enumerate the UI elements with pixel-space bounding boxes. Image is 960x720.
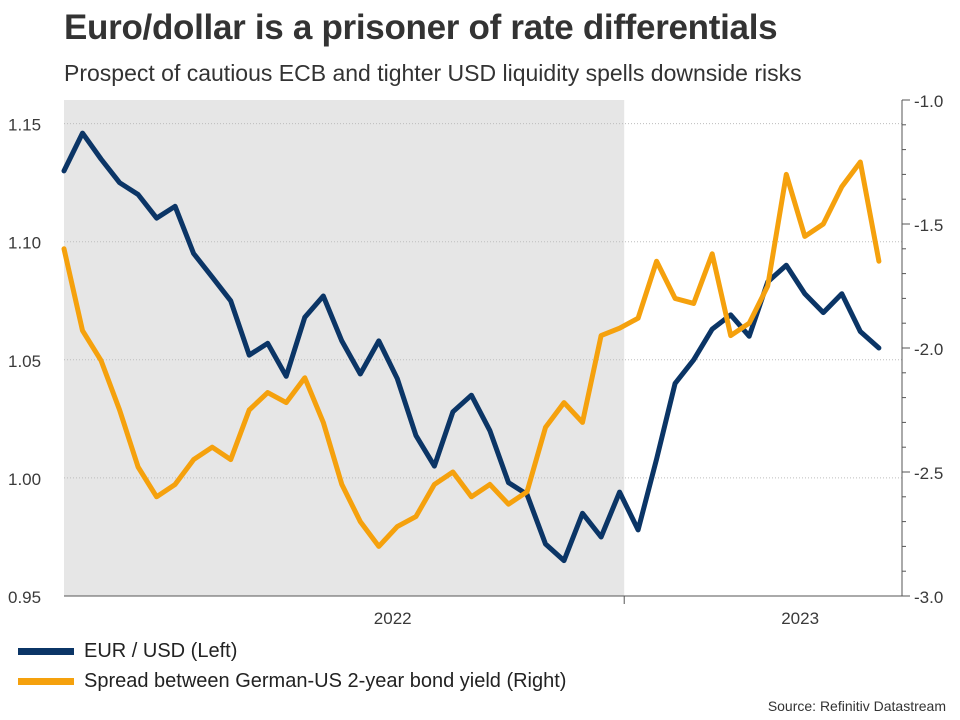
right-tick-label: -2.5 xyxy=(914,464,943,483)
chart-title: Euro/dollar is a prisoner of rate differ… xyxy=(64,8,778,47)
left-tick-label: 1.05 xyxy=(8,352,41,371)
right-tick-label: -1.5 xyxy=(914,216,943,235)
source-note: Source: Refinitiv Datastream xyxy=(767,698,946,714)
left-tick-label: 1.00 xyxy=(8,470,41,489)
legend-item-spread: Spread between German-US 2-year bond yie… xyxy=(18,670,566,693)
left-tick-label: 0.95 xyxy=(8,588,41,607)
right-tick-label: -2.0 xyxy=(914,340,943,359)
right-tick-label: -1.0 xyxy=(914,92,943,111)
legend-item-eurusd: EUR / USD (Left) xyxy=(18,640,237,663)
series-line-spread xyxy=(61,159,882,549)
legend-label-spread: Spread between German-US 2-year bond yie… xyxy=(84,670,567,692)
right-tick-label: -3.0 xyxy=(914,588,943,607)
legend-swatch-spread xyxy=(18,678,74,685)
x-tick-label: 2023 xyxy=(781,609,819,628)
left-tick-label: 1.15 xyxy=(8,116,41,135)
chart-subtitle: Prospect of cautious ECB and tighter USD… xyxy=(64,60,802,86)
x-tick-label: 2022 xyxy=(374,609,412,628)
legend-swatch-eurusd xyxy=(18,648,74,655)
legend-label-eurusd: EUR / USD (Left) xyxy=(84,640,238,662)
left-tick-label: 1.10 xyxy=(8,234,41,253)
